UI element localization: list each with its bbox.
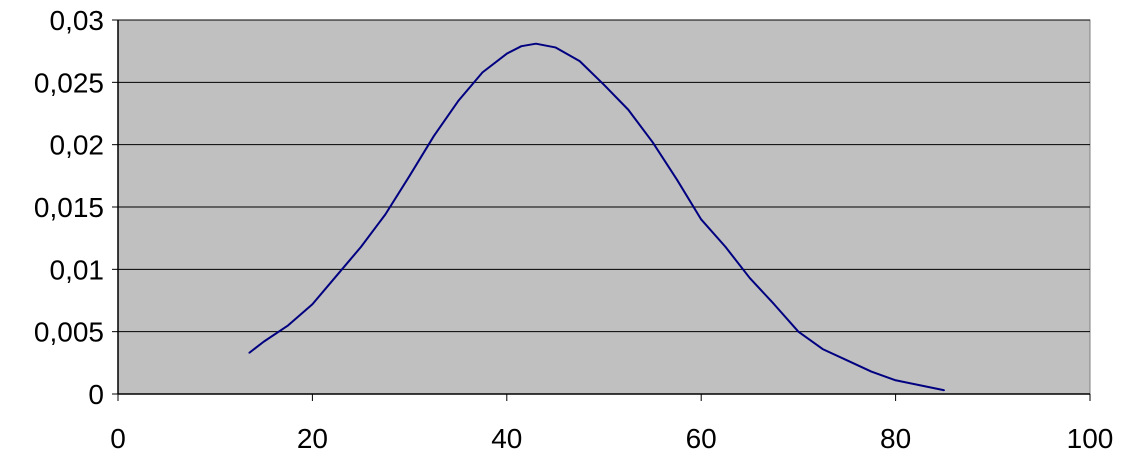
x-tick-label: 0 [110, 423, 126, 454]
y-tick-label: 0,025 [34, 67, 104, 98]
data-point [870, 370, 873, 373]
data-point [481, 71, 484, 74]
data-point [311, 303, 314, 306]
data-point [846, 359, 848, 362]
y-tick-label: 0,005 [34, 317, 104, 348]
data-point [797, 330, 800, 333]
y-axis-tick-labels: 0 0,005 0,01 0,015 0,02 0,025 0,03 [34, 5, 104, 410]
data-point [578, 60, 581, 62]
data-point [943, 389, 945, 392]
data-point [700, 218, 702, 221]
data-point [335, 274, 338, 277]
x-tick-label: 20 [297, 423, 328, 454]
data-point [506, 52, 508, 55]
data-point [248, 352, 251, 354]
data-point [724, 246, 727, 248]
y-tick-label: 0 [88, 379, 104, 410]
data-point [603, 84, 605, 86]
data-point [773, 303, 775, 306]
data-point [433, 135, 435, 137]
y-tick-label: 0,015 [34, 192, 104, 223]
data-point [651, 141, 654, 143]
data-point [408, 175, 411, 177]
axes [117, 20, 1091, 401]
x-axis-tick-labels: 0 20 40 60 80 100 [110, 423, 1113, 454]
data-point [384, 213, 387, 216]
y-tick-label: 0,03 [50, 5, 105, 36]
data-point [535, 42, 537, 45]
data-point [676, 178, 678, 181]
x-tick-label: 40 [491, 423, 522, 454]
data-point [894, 379, 897, 382]
data-point [360, 246, 362, 248]
data-points [248, 42, 945, 392]
x-tick-label: 60 [686, 423, 717, 454]
data-point [554, 46, 557, 49]
data-point [919, 384, 921, 387]
y-tick-label: 0,02 [50, 130, 105, 161]
data-point [749, 277, 751, 279]
data-point [263, 340, 265, 343]
y-tick-label: 0,01 [50, 254, 105, 285]
data-point [627, 108, 630, 111]
data-point [287, 324, 289, 327]
data-point [457, 100, 460, 102]
x-tick-label: 100 [1067, 423, 1114, 454]
x-tick-label: 80 [880, 423, 911, 454]
data-point [821, 348, 824, 350]
data-point [520, 45, 523, 47]
